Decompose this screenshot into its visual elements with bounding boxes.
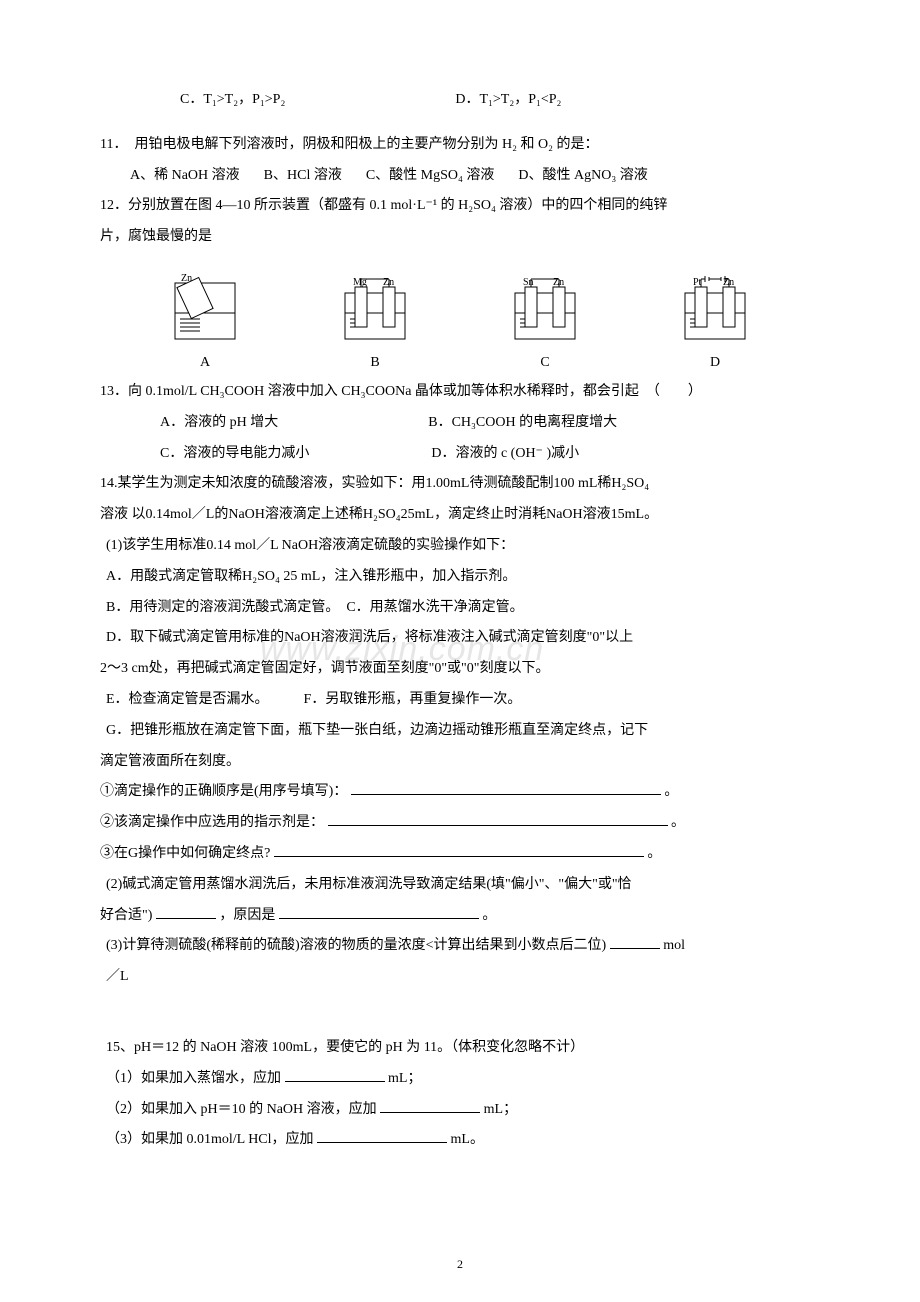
q13-c: C．溶液的导电能力减小 (100, 439, 309, 470)
diagram-c: Sn Zn C (495, 273, 595, 371)
q15-2a: （2）如果加入 pH＝10 的 NaOH 溶液，应加 (106, 1102, 377, 1117)
q14-2: (2)碱式滴定管用蒸馏水润洗后，未用标准液润洗导致滴定结果(填"偏小"、"偏大"… (100, 870, 820, 901)
q15-2: （2）如果加入 pH＝10 的 NaOH 溶液，应加 mL； (100, 1095, 820, 1126)
q14-B: B．用待测定的溶液润洗酸式滴定管。 C．用蒸馏水洗干净滴定管。 (100, 593, 820, 624)
q11-b: B、HCl 溶液 (264, 161, 342, 192)
blank-1c (274, 843, 644, 857)
q11-a: A、稀 NaOH 溶液 (130, 161, 240, 192)
q14-1a-end: 。 (664, 784, 678, 799)
blank-15-2 (380, 1099, 480, 1113)
beaker-d-svg: Pt Zn (665, 273, 765, 351)
q13-a: A．溶液的 pH 增大 (100, 408, 278, 439)
q15-1: （1）如果加入蒸馏水，应加 mL； (100, 1064, 820, 1095)
q12-line2: 片，腐蚀最慢的是 (100, 222, 820, 253)
svg-text:Zn: Zn (383, 277, 394, 288)
beaker-c-svg: Sn Zn (495, 273, 595, 351)
svg-text:Sn: Sn (523, 277, 534, 288)
q14-3b: mol (663, 938, 685, 953)
diagram-a: Zn A (155, 273, 255, 371)
blank-1a (351, 781, 661, 795)
q11-d: D、酸性 AgNO₃ 溶液 (518, 161, 647, 192)
q14-1c-text: ③在G操作中如何确定终点? (100, 846, 270, 861)
q13-row2: C．溶液的导电能力减小 D．溶液的 c (OH⁻ )减小 (100, 439, 820, 470)
q14-3a: (3)计算待测硫酸(稀释前的硫酸)溶液的物质的量浓度<计算出结果到小数点后二位) (106, 938, 606, 953)
q14-l1: 14.某学生为测定未知浓度的硫酸溶液，实验如下：用1.00mL待测硫酸配制100… (100, 469, 820, 500)
q14-1: (1)该学生用标准0.14 mol／L NaOH溶液滴定硫酸的实验操作如下： (100, 531, 820, 562)
q14-1a-text: ①滴定操作的正确顺序是(用序号填写)： (100, 784, 347, 799)
blank-3 (610, 935, 660, 949)
document-content: C．T₁>T₂，P₁>P₂ D．T₁>T₂，P₁<P₂ 11． 用铂电极电解下列… (100, 85, 820, 1156)
svg-text:Zn: Zn (723, 277, 734, 288)
beaker-a-svg: Zn (155, 273, 255, 351)
q14-3: (3)计算待测硫酸(稀释前的硫酸)溶液的物质的量浓度<计算出结果到小数点后二位)… (100, 931, 820, 962)
q13-row1: A．溶液的 pH 增大 B．CH₃COOH 的电离程度增大 (100, 408, 820, 439)
diagram-row: Zn A Mg Zn B (120, 273, 800, 371)
q14-2b: 好合适") (100, 908, 152, 923)
q14-1b-end: 。 (671, 815, 685, 830)
svg-text:Zn: Zn (181, 273, 192, 284)
svg-text:Pt: Pt (693, 277, 702, 288)
q14-1c-end: 。 (647, 846, 661, 861)
q14-3c: ／L (100, 962, 820, 993)
label-c: C (540, 355, 549, 371)
label-d: D (710, 355, 720, 371)
q14-G2: 滴定管液面所在刻度。 (100, 747, 820, 778)
q15-3b: mL。 (451, 1132, 484, 1147)
q14-1b-text: ②该滴定操作中应选用的指示剂是： (100, 815, 324, 830)
q14-D2: 2～3 cm处，再把碱式滴定管固定好，调节液面至刻度"0"或"0"刻度以下。 (100, 654, 820, 685)
q14-2d: 。 (482, 908, 496, 923)
q15-1b: mL； (388, 1071, 421, 1086)
option-c-d-line: C．T₁>T₂，P₁>P₂ D．T₁>T₂，P₁<P₂ (100, 85, 820, 116)
q14-E: E．检查滴定管是否漏水。 F．另取锥形瓶，再重复操作一次。 (100, 685, 820, 716)
label-a: A (200, 355, 210, 371)
blank-15-3 (317, 1129, 447, 1143)
option-c: C．T₁>T₂，P₁>P₂ (100, 85, 285, 116)
q14-D: D．取下碱式滴定管用标准的NaOH溶液润洗后，将标准液注入碱式滴定管刻度"0"以… (100, 623, 820, 654)
blank-2a (156, 905, 216, 919)
q14-1a: ①滴定操作的正确顺序是(用序号填写)： 。 (100, 777, 820, 808)
q14-2row: 好合适") ，原因是 。 (100, 901, 820, 932)
q14-A: A．用酸式滴定管取稀H₂SO₄ 25 mL，注入锥形瓶中，加入指示剂。 (100, 562, 820, 593)
q14-2c: ，原因是 (219, 908, 275, 923)
q15-stem: 15、pH＝12 的 NaOH 溶液 100mL，要使它的 pH 为 11。（体… (100, 1033, 820, 1064)
q11-stem: 11． 用铂电极电解下列溶液时，阴极和阳极上的主要产物分别为 H₂ 和 O₂ 的… (100, 130, 820, 161)
blank-15-1 (285, 1068, 385, 1082)
q15-2b: mL； (484, 1102, 517, 1117)
option-d: D．T₁>T₂，P₁<P₂ (285, 85, 561, 116)
page-number: 2 (457, 1257, 463, 1272)
diagram-d: Pt Zn D (665, 273, 765, 371)
svg-text:Zn: Zn (553, 277, 564, 288)
q15-3a: （3）如果加 0.01mol/L HCl，应加 (106, 1132, 314, 1147)
q14-1b: ②该滴定操作中应选用的指示剂是： 。 (100, 808, 820, 839)
q15-1a: （1）如果加入蒸馏水，应加 (106, 1071, 281, 1086)
q13-stem: 13．向 0.1mol/L CH₃COOH 溶液中加入 CH₃COONa 晶体或… (100, 377, 820, 408)
q12-line1: 12．分别放置在图 4—10 所示装置（都盛有 0.1 mol·L⁻¹ 的 H₂… (100, 191, 820, 222)
q14-1c: ③在G操作中如何确定终点? 。 (100, 839, 820, 870)
q13-b: B．CH₃COOH 的电离程度增大 (278, 408, 617, 439)
q14-l2: 溶液 以0.14mol／L的NaOH溶液滴定上述稀H₂SO₄25mL，滴定终止时… (100, 500, 820, 531)
blank-1b (328, 812, 668, 826)
label-b: B (370, 355, 379, 371)
diagram-b: Mg Zn B (325, 273, 425, 371)
q14-G: G．把锥形瓶放在滴定管下面，瓶下垫一张白纸，边滴边摇动锥形瓶直至滴定终点，记下 (100, 716, 820, 747)
blank-2b (279, 905, 479, 919)
svg-text:Mg: Mg (353, 277, 367, 288)
q13-d: D．溶液的 c (OH⁻ )减小 (309, 439, 579, 470)
beaker-b-svg: Mg Zn (325, 273, 425, 351)
q15-3: （3）如果加 0.01mol/L HCl，应加 mL。 (100, 1125, 820, 1156)
q11-c: C、酸性 MgSO₄ 溶液 (366, 161, 495, 192)
q11-options: A、稀 NaOH 溶液 B、HCl 溶液 C、酸性 MgSO₄ 溶液 D、酸性 … (100, 161, 820, 192)
